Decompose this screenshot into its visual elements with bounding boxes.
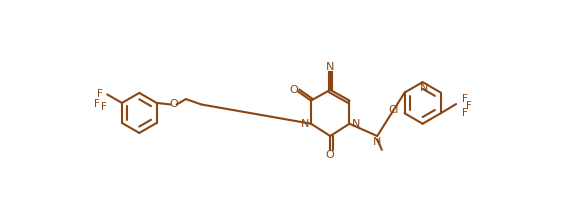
Text: F: F <box>94 99 99 109</box>
Text: O: O <box>169 99 178 110</box>
Text: F: F <box>96 89 103 99</box>
Text: Cl: Cl <box>388 105 399 115</box>
Text: F: F <box>101 102 107 112</box>
Text: N: N <box>301 119 309 129</box>
Text: O: O <box>289 85 298 95</box>
Text: N: N <box>326 62 335 72</box>
Text: N: N <box>373 137 382 147</box>
Text: N: N <box>420 83 429 93</box>
Text: N: N <box>352 119 360 129</box>
Text: F: F <box>466 101 472 111</box>
Text: O: O <box>326 150 335 160</box>
Text: F: F <box>462 94 467 104</box>
Text: F: F <box>462 108 467 118</box>
